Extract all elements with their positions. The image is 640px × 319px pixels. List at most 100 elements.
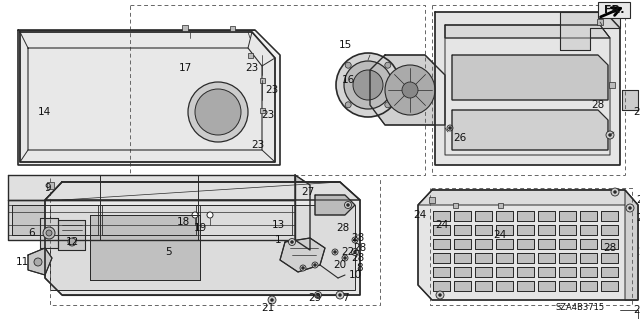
Polygon shape — [45, 182, 360, 200]
Polygon shape — [625, 190, 638, 300]
Polygon shape — [559, 225, 576, 235]
Polygon shape — [601, 239, 618, 249]
Bar — [497, 203, 502, 207]
Polygon shape — [622, 90, 638, 110]
Polygon shape — [475, 239, 492, 249]
Bar — [182, 25, 188, 31]
Polygon shape — [580, 211, 597, 221]
Circle shape — [68, 238, 76, 246]
Text: 14: 14 — [37, 107, 51, 117]
Circle shape — [300, 265, 306, 271]
Polygon shape — [58, 220, 85, 250]
Polygon shape — [454, 225, 471, 235]
Polygon shape — [517, 267, 534, 277]
Polygon shape — [370, 55, 445, 125]
Circle shape — [345, 62, 351, 68]
Polygon shape — [538, 281, 555, 291]
Text: 27: 27 — [301, 187, 315, 197]
Circle shape — [43, 227, 55, 239]
Polygon shape — [496, 267, 513, 277]
Bar — [248, 53, 253, 57]
Text: 8: 8 — [356, 263, 364, 273]
Polygon shape — [433, 239, 450, 249]
Circle shape — [606, 131, 614, 139]
Bar — [598, 2, 630, 18]
Text: 28: 28 — [351, 233, 365, 243]
Text: 25: 25 — [634, 107, 640, 117]
Circle shape — [402, 82, 418, 98]
Circle shape — [344, 202, 351, 209]
Text: SZA4B3715: SZA4B3715 — [556, 303, 605, 313]
Text: 11: 11 — [15, 257, 29, 267]
Polygon shape — [559, 211, 576, 221]
Text: 12: 12 — [65, 237, 79, 247]
Circle shape — [353, 239, 356, 241]
Polygon shape — [475, 281, 492, 291]
Text: 28: 28 — [591, 100, 605, 110]
Polygon shape — [315, 195, 355, 215]
Text: 28: 28 — [337, 223, 349, 233]
Text: 2: 2 — [637, 195, 640, 205]
Circle shape — [345, 102, 351, 108]
Polygon shape — [45, 182, 360, 295]
Text: 2: 2 — [637, 213, 640, 223]
Polygon shape — [601, 211, 618, 221]
Circle shape — [301, 266, 305, 270]
Text: 26: 26 — [453, 133, 467, 143]
Polygon shape — [200, 205, 292, 235]
Polygon shape — [433, 267, 450, 277]
Circle shape — [195, 89, 241, 135]
Circle shape — [449, 127, 451, 130]
Text: 10: 10 — [348, 270, 362, 280]
Circle shape — [339, 293, 342, 296]
Polygon shape — [452, 55, 608, 100]
Polygon shape — [445, 25, 610, 38]
Circle shape — [34, 258, 42, 266]
Polygon shape — [475, 253, 492, 263]
Circle shape — [336, 53, 400, 117]
Text: 15: 15 — [339, 40, 351, 50]
Circle shape — [46, 230, 52, 236]
Polygon shape — [475, 225, 492, 235]
Text: 18: 18 — [177, 217, 189, 227]
Polygon shape — [560, 12, 620, 50]
Polygon shape — [40, 218, 58, 248]
Polygon shape — [433, 225, 450, 235]
Text: 20: 20 — [333, 260, 347, 270]
Bar — [47, 182, 54, 189]
Text: 6: 6 — [29, 228, 35, 238]
Circle shape — [385, 62, 391, 68]
Circle shape — [352, 237, 358, 243]
Polygon shape — [475, 267, 492, 277]
Polygon shape — [538, 211, 555, 221]
Circle shape — [438, 293, 442, 296]
Text: 24: 24 — [493, 230, 507, 240]
Circle shape — [385, 102, 391, 108]
Text: 13: 13 — [271, 220, 285, 230]
Circle shape — [351, 249, 358, 256]
Circle shape — [614, 190, 616, 194]
Text: 23: 23 — [634, 305, 640, 315]
Polygon shape — [454, 281, 471, 291]
Polygon shape — [517, 225, 534, 235]
Circle shape — [317, 293, 319, 296]
Circle shape — [353, 250, 356, 254]
Polygon shape — [496, 225, 513, 235]
Polygon shape — [8, 175, 295, 200]
Bar — [230, 26, 234, 31]
Bar — [259, 78, 264, 83]
Polygon shape — [601, 253, 618, 263]
Polygon shape — [580, 253, 597, 263]
Circle shape — [192, 212, 198, 218]
Circle shape — [333, 250, 337, 254]
Polygon shape — [454, 253, 471, 263]
Text: 25: 25 — [638, 247, 640, 257]
Bar — [259, 108, 264, 113]
Text: 19: 19 — [193, 223, 207, 233]
Polygon shape — [517, 239, 534, 249]
Polygon shape — [454, 211, 471, 221]
Circle shape — [447, 125, 453, 131]
Circle shape — [626, 204, 634, 212]
Polygon shape — [601, 281, 618, 291]
Text: 17: 17 — [179, 63, 191, 73]
